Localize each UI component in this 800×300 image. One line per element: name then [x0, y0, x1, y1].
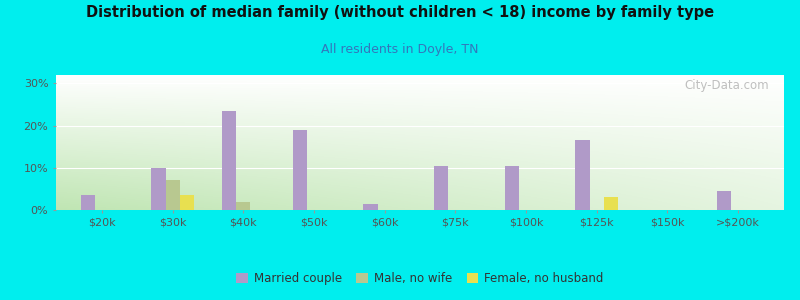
- Bar: [151, 168, 166, 210]
- Bar: [434, 166, 448, 210]
- Text: Distribution of median family (without children < 18) income by family type: Distribution of median family (without c…: [86, 4, 714, 20]
- Text: All residents in Doyle, TN: All residents in Doyle, TN: [322, 44, 478, 56]
- Bar: [604, 197, 618, 210]
- Legend: Married couple, Male, no wife, Female, no husband: Married couple, Male, no wife, Female, n…: [232, 267, 608, 290]
- Bar: [505, 166, 519, 210]
- Bar: [293, 130, 307, 210]
- Bar: [180, 195, 194, 210]
- Bar: [81, 195, 95, 210]
- Bar: [575, 140, 590, 210]
- Bar: [363, 204, 378, 210]
- Bar: [236, 202, 250, 210]
- Text: City-Data.com: City-Data.com: [685, 79, 770, 92]
- Bar: [166, 181, 180, 210]
- Bar: [717, 191, 731, 210]
- Bar: [222, 111, 236, 210]
